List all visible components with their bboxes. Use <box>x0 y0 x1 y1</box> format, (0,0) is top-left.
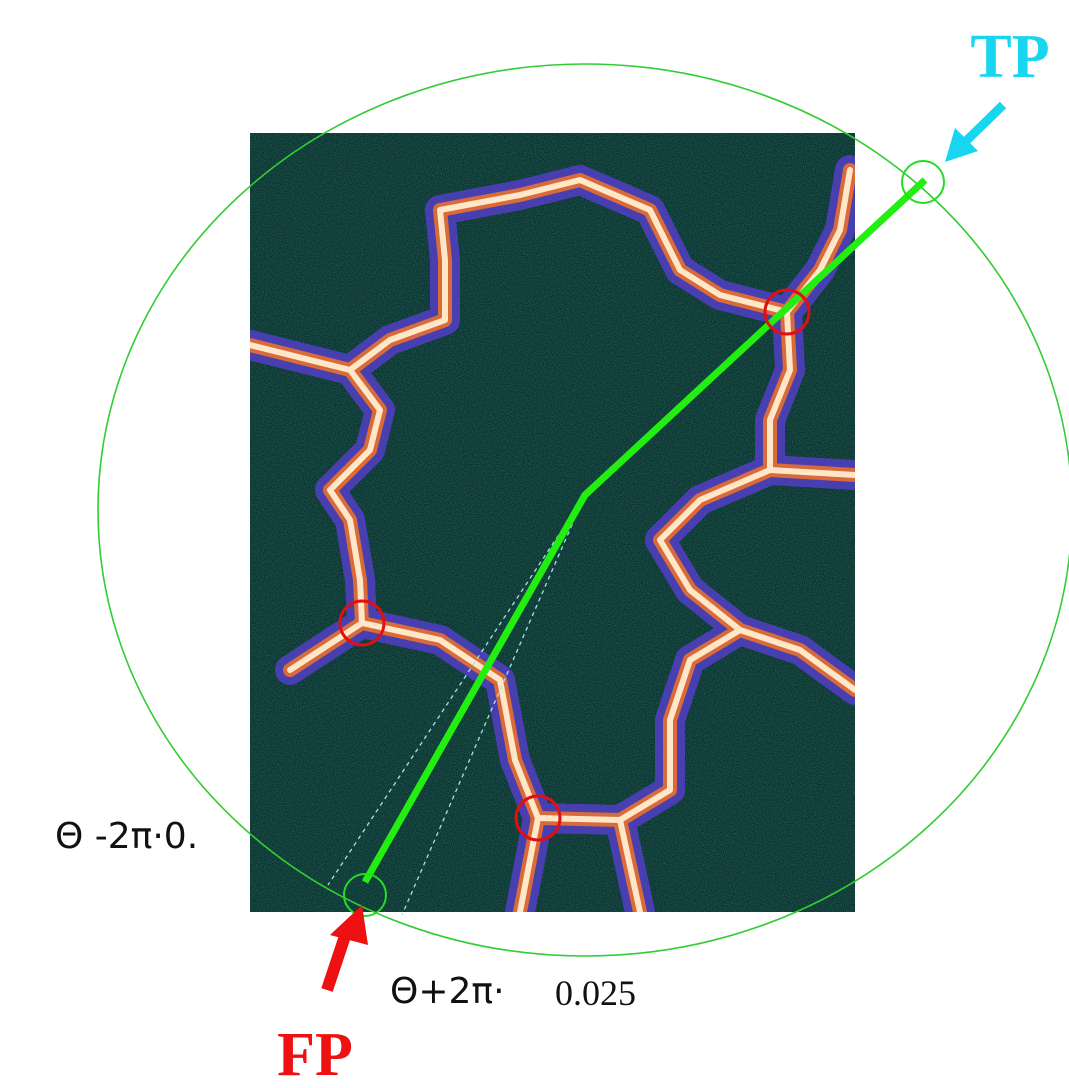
figure: Θ -2π·0. <box>0 0 1069 1088</box>
theta-plus-label: Θ+2π· <box>390 971 505 1012</box>
micrograph <box>250 133 855 912</box>
fp-arrow <box>327 905 368 990</box>
tp-arrow <box>945 105 1003 162</box>
theta-plus-value: 0.025 <box>555 973 636 1013</box>
fp-label: FP <box>277 1021 353 1088</box>
tp-label: TP <box>970 23 1049 91</box>
theta-minus-label: Θ -2π·0. <box>55 816 198 857</box>
